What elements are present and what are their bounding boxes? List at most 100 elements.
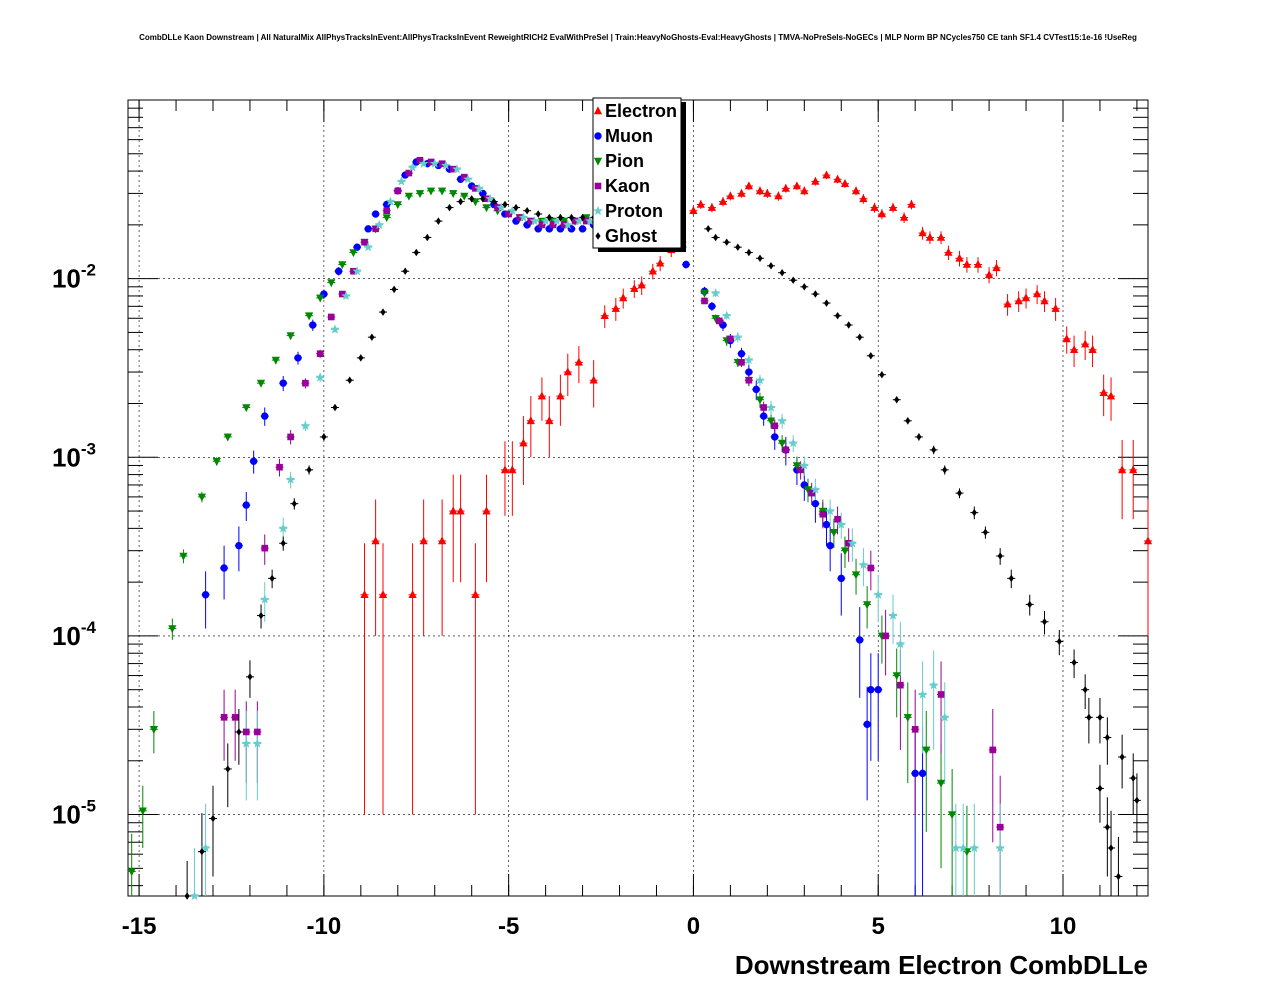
data-point bbox=[1106, 391, 1116, 400]
data-point bbox=[360, 590, 369, 599]
data-point bbox=[948, 811, 957, 820]
data-point bbox=[836, 519, 847, 529]
data-point bbox=[407, 162, 418, 172]
data-point bbox=[825, 506, 836, 516]
data-point bbox=[315, 372, 325, 382]
data-point bbox=[341, 290, 351, 300]
data-point bbox=[1021, 293, 1031, 302]
data-point bbox=[846, 321, 852, 329]
legend-entry-ghost[interactable]: Ghost bbox=[595, 226, 657, 246]
data-point bbox=[549, 221, 557, 229]
data-point bbox=[811, 499, 820, 508]
data-point bbox=[997, 552, 1003, 560]
y-tick-label: 10-5 bbox=[52, 797, 96, 830]
data-point bbox=[452, 164, 462, 174]
data-point bbox=[485, 193, 496, 203]
data-point bbox=[600, 311, 609, 320]
data-point bbox=[922, 746, 931, 755]
x-tick-label: -5 bbox=[498, 913, 519, 940]
legend-entry-electron[interactable]: Electron bbox=[593, 101, 677, 121]
y-tick-label: 10-2 bbox=[52, 261, 96, 294]
data-point bbox=[236, 728, 242, 736]
data-point bbox=[1097, 784, 1103, 793]
data-point bbox=[867, 564, 875, 572]
data-point bbox=[1070, 345, 1079, 354]
data-point bbox=[894, 395, 900, 404]
data-point bbox=[429, 158, 440, 168]
data-point bbox=[369, 333, 375, 341]
data-point bbox=[1108, 844, 1114, 852]
legend-entry-proton[interactable]: Proton bbox=[593, 201, 663, 221]
data-point bbox=[212, 457, 221, 466]
data-point bbox=[763, 188, 772, 197]
legend[interactable]: Electron Muon Pion Kaon Proton Ghost bbox=[592, 97, 686, 252]
data-point bbox=[225, 765, 231, 773]
data-point bbox=[823, 299, 830, 307]
data-point bbox=[637, 280, 646, 289]
data-point bbox=[435, 217, 441, 225]
data-point bbox=[696, 199, 705, 208]
data-point bbox=[918, 769, 927, 778]
data-point bbox=[1051, 303, 1060, 312]
legend-label: Kaon bbox=[605, 176, 650, 196]
x-tick-label: -10 bbox=[307, 913, 342, 940]
data-point bbox=[1003, 299, 1012, 308]
data-point bbox=[718, 196, 728, 205]
axis-ticks bbox=[128, 100, 1148, 896]
data-point bbox=[352, 266, 362, 276]
data-point bbox=[1040, 296, 1049, 305]
data-point bbox=[408, 590, 417, 599]
data-point bbox=[1071, 658, 1077, 667]
data-point bbox=[518, 212, 529, 222]
data-point bbox=[480, 195, 486, 203]
data-point bbox=[1088, 345, 1097, 354]
data-point bbox=[580, 213, 586, 222]
data-point bbox=[1143, 536, 1153, 545]
data-point bbox=[385, 196, 396, 206]
data-point bbox=[888, 610, 898, 620]
data-point bbox=[982, 528, 988, 537]
data-point bbox=[1027, 600, 1033, 609]
legend-entry-muon[interactable]: Muon bbox=[594, 126, 653, 146]
data-point bbox=[1104, 823, 1110, 831]
data-point bbox=[1082, 685, 1088, 694]
data-point bbox=[302, 379, 309, 387]
grid bbox=[128, 100, 1148, 896]
data-point bbox=[737, 350, 746, 358]
data-point bbox=[287, 433, 294, 441]
data-point bbox=[347, 376, 353, 384]
data-point bbox=[259, 594, 270, 604]
data-point bbox=[378, 590, 388, 599]
data-point bbox=[391, 285, 397, 294]
data-point bbox=[279, 379, 287, 387]
data-point bbox=[1104, 733, 1110, 742]
data-point bbox=[556, 391, 565, 400]
legend-entry-kaon[interactable]: Kaon bbox=[594, 176, 650, 196]
data-point bbox=[819, 510, 827, 518]
data-point bbox=[1129, 465, 1138, 474]
series-proton bbox=[189, 158, 1006, 901]
data-point bbox=[220, 564, 228, 572]
data-point bbox=[460, 192, 469, 201]
data-point bbox=[931, 446, 937, 454]
legend-entry-pion[interactable]: Pion bbox=[593, 151, 644, 171]
data-point bbox=[936, 232, 946, 241]
data-point bbox=[513, 203, 519, 212]
data-point bbox=[918, 228, 927, 237]
data-point bbox=[269, 574, 275, 583]
data-point bbox=[955, 253, 964, 262]
data-point bbox=[956, 489, 963, 497]
data-point bbox=[189, 890, 200, 901]
data-point bbox=[334, 267, 343, 275]
data-point bbox=[252, 738, 263, 748]
data-point bbox=[790, 276, 796, 284]
data-point bbox=[735, 243, 741, 251]
data-point bbox=[907, 199, 916, 208]
data-point bbox=[925, 232, 935, 241]
data-point bbox=[895, 639, 906, 649]
data-point bbox=[538, 221, 546, 229]
data-point bbox=[578, 225, 587, 233]
data-point bbox=[482, 204, 491, 213]
data-point bbox=[834, 515, 841, 523]
data-point bbox=[900, 212, 909, 221]
